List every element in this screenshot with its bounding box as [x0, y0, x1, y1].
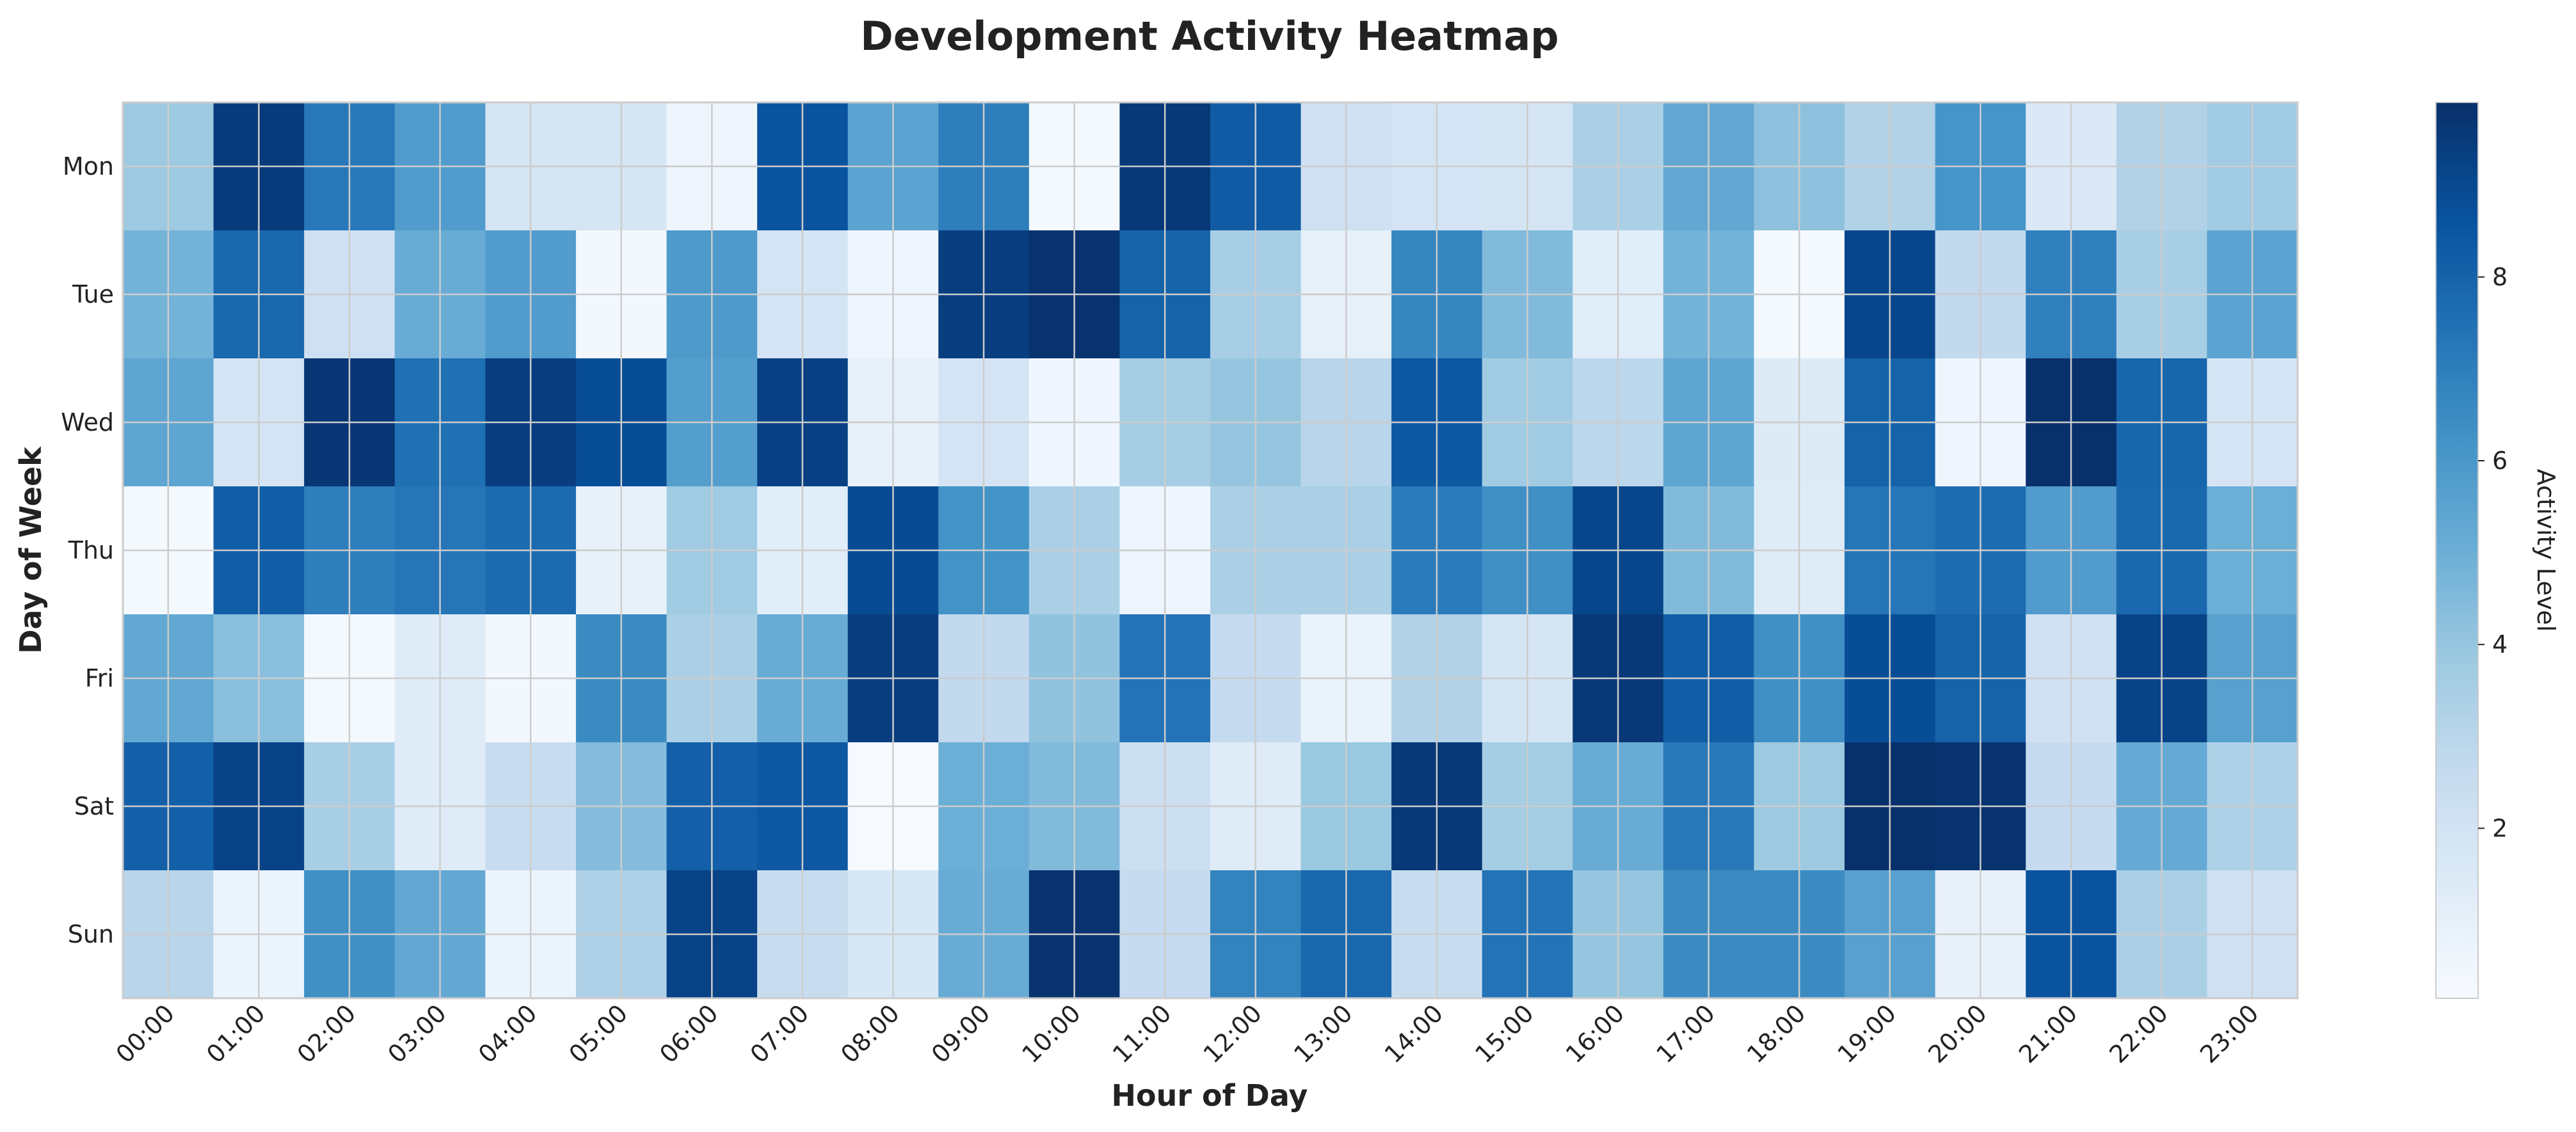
- x-tick-label: 18:00: [1741, 999, 1811, 1069]
- x-tick-label: 05:00: [564, 999, 634, 1069]
- x-tick-label: 13:00: [1288, 999, 1358, 1069]
- x-tick-label: 16:00: [1560, 999, 1630, 1069]
- y-tick-label: Tue: [72, 280, 114, 308]
- x-tick-label: 08:00: [835, 999, 905, 1069]
- y-tick-labels: Mon Tue Wed Thu Fri Sat Sun: [61, 152, 114, 948]
- x-tick-label: 01:00: [201, 999, 271, 1069]
- plot-frame: [122, 101, 2299, 1000]
- y-tick-label: Mon: [63, 152, 114, 180]
- x-tick-label: 17:00: [1651, 999, 1721, 1069]
- x-tick-label: 09:00: [926, 999, 996, 1069]
- y-tick-label: Wed: [61, 408, 114, 436]
- x-tick-label: 19:00: [1832, 999, 1902, 1069]
- x-axis-label: Hour of Day: [1112, 1078, 1308, 1113]
- x-tick-label: 00:00: [111, 999, 180, 1069]
- y-tick-label: Thu: [68, 536, 114, 564]
- y-tick-label: Sun: [68, 920, 114, 948]
- x-tick-label: 04:00: [473, 999, 543, 1069]
- x-tick-label: 14:00: [1379, 999, 1449, 1069]
- x-tick-label: 23:00: [2195, 999, 2264, 1069]
- x-tick-labels: 00:00 01:00 02:00 03:00 04:00 05:00 06:00 07:00…: [111, 999, 2264, 1069]
- y-axis-label: Day of Week: [13, 446, 48, 654]
- x-tick-label: 12:00: [1198, 999, 1268, 1069]
- colorbar-label: Activity Level: [2532, 469, 2560, 632]
- x-tick-label: 22:00: [2104, 999, 2173, 1069]
- x-tick-label: 03:00: [382, 999, 452, 1069]
- x-tick-label: 20:00: [1923, 999, 1992, 1069]
- colorbar-tick-label: 8: [2492, 263, 2508, 291]
- colorbar-tick-label: 4: [2492, 630, 2508, 658]
- x-tick-label: 07:00: [745, 999, 815, 1069]
- x-tick-label: 10:00: [1016, 999, 1086, 1069]
- colorbar-tick-label: 2: [2492, 814, 2508, 842]
- colorbar-tick-label: 6: [2492, 447, 2508, 475]
- chart-title: Development Activity Heatmap: [860, 13, 1558, 60]
- x-tick-label: 06:00: [654, 999, 724, 1069]
- colorbar-ticks: 2 4 6 8: [2478, 263, 2508, 842]
- heatmap-gridlines: [123, 102, 2298, 998]
- x-tick-label: 21:00: [2013, 999, 2083, 1069]
- x-tick-label: 15:00: [1469, 999, 1539, 1069]
- x-tick-label: 11:00: [1107, 999, 1177, 1069]
- y-tick-label: Fri: [85, 664, 114, 692]
- y-tick-label: Sat: [74, 792, 114, 820]
- x-tick-label: 02:00: [292, 999, 362, 1069]
- colorbar: [2435, 102, 2479, 999]
